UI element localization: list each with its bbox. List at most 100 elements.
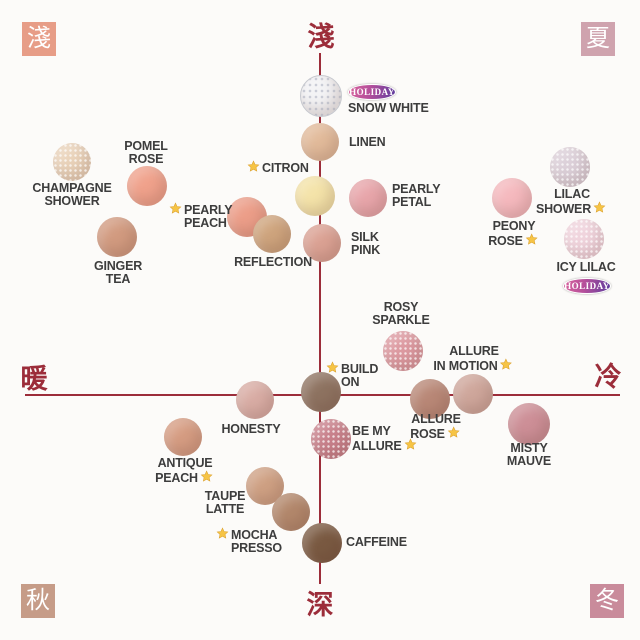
label-line: SHOWER <box>536 201 608 216</box>
label-line: ON <box>341 375 360 389</box>
swatch-icy-lilac <box>564 219 604 259</box>
label-line: MOCHA <box>214 527 282 542</box>
swatch-pomel-rose <box>127 166 167 206</box>
label-line: PETAL <box>392 195 432 209</box>
label-line: CAFFEINE <box>346 535 407 549</box>
label-line: BE MY <box>352 424 391 438</box>
label-line: PEARLY <box>392 182 441 196</box>
label-line: TAUPE <box>204 489 246 503</box>
holiday-badge: HOLIDAY <box>563 278 611 294</box>
label-line: ALLURE <box>411 412 461 426</box>
label-linen: LINEN <box>349 136 386 149</box>
label-line: ROSE <box>488 233 540 248</box>
label-honesty: HONESTY <box>221 423 280 436</box>
label-line: LILAC <box>554 187 590 201</box>
label-reflection: REFLECTION <box>234 256 312 269</box>
label-citron: CITRON <box>245 160 309 175</box>
swatch-be-my-allure <box>311 419 351 459</box>
holiday-badge: HOLIDAY <box>348 84 396 100</box>
label-line: ALLURE <box>352 438 419 453</box>
axis-label-right-cool: 冷 <box>594 362 622 392</box>
star-icon <box>326 361 339 373</box>
label-lilac-shower: LILAC SHOWER <box>536 188 608 216</box>
label-line: ROSE <box>410 426 462 441</box>
swatch-caffeine <box>302 523 342 563</box>
swatch-snow-white <box>300 75 342 117</box>
swatch-pearly-petal <box>349 179 387 217</box>
label-line: PEARLY <box>167 202 233 217</box>
star-icon <box>404 438 416 450</box>
swatch-citron <box>295 176 335 216</box>
label-line: ROSY <box>383 300 419 314</box>
label-mocha-presso: MOCHA PRESSO <box>214 527 282 555</box>
label-line: MISTY <box>510 441 548 455</box>
star-icon <box>169 202 182 214</box>
swatch-linen <box>301 123 339 161</box>
label-line: CITRON <box>245 160 309 175</box>
label-allure-in-motion: ALLURE IN MOTION <box>433 345 514 373</box>
label-line: IN MOTION <box>433 358 514 373</box>
label-line: PEACH <box>184 216 227 230</box>
label-ginger-tea: GINGER TEA <box>94 260 142 286</box>
label-line: ANTIQUE <box>157 456 213 470</box>
label-line: BUILD <box>324 361 378 376</box>
swatch-honesty <box>236 381 274 419</box>
vertical-axis-line <box>319 53 321 584</box>
corner-badge-winter: 冬 <box>590 584 624 618</box>
star-icon <box>593 201 606 213</box>
label-line: GINGER <box>93 259 143 273</box>
swatch-silk-pink <box>303 224 341 262</box>
star-icon <box>216 527 229 539</box>
label-line: HONESTY <box>221 422 281 436</box>
star-icon <box>247 160 260 172</box>
label-rosy-sparkle: ROSY SPARKLE <box>372 300 430 327</box>
label-line: PINK <box>351 243 381 257</box>
corner-badge-summer: 夏 <box>581 22 615 56</box>
axis-label-left-warm: 暖 <box>20 364 48 394</box>
label-caffeine: CAFFEINE <box>346 536 407 549</box>
label-line: PEACH <box>155 470 215 485</box>
swatch-antique-peach <box>164 418 202 456</box>
label-line: PRESSO <box>231 541 282 555</box>
label-pearly-peach: PEARLY PEACH <box>167 202 233 230</box>
swatch-lilac-shower <box>550 147 590 187</box>
axis-label-bottom-dark: 深 <box>306 590 334 620</box>
star-icon <box>525 233 538 245</box>
label-line: PEONY <box>492 219 536 233</box>
label-icy-lilac: ICY LILAC <box>556 261 615 274</box>
swatch-ginger-tea <box>97 217 137 257</box>
star-icon <box>447 426 460 438</box>
swatch-allure-in-motion <box>453 374 493 414</box>
label-line: LINEN <box>349 135 386 149</box>
label-line: ALLURE <box>449 344 499 358</box>
label-champagne-shower: CHAMPAGNE SHOWER <box>32 182 111 208</box>
label-taupe-latte: TAUPE LATTE <box>204 489 246 516</box>
label-line: POMEL <box>124 139 168 153</box>
label-snow-white: SNOW WHITE <box>348 102 429 115</box>
label-line: LATTE <box>205 502 245 516</box>
label-line: ROSE <box>128 152 164 166</box>
label-line: REFLECTION <box>234 255 312 269</box>
swatch-build-on <box>301 372 341 412</box>
swatch-rosy-sparkle <box>383 331 423 371</box>
label-antique-peach: ANTIQUE PEACH <box>155 457 215 485</box>
swatch-allure-rose <box>410 379 450 419</box>
label-be-my-allure: BE MY ALLURE <box>352 425 419 453</box>
label-silk-pink: SILK PINK <box>351 231 380 257</box>
label-line: SNOW WHITE <box>348 101 429 115</box>
label-build-on: BUILD ON <box>324 361 378 389</box>
swatch-misty-mauve <box>508 403 550 445</box>
label-line: MAUVE <box>506 454 552 468</box>
label-line: SPARKLE <box>372 313 430 327</box>
label-line: CHAMPAGNE <box>32 181 112 195</box>
label-pomel-rose: POMEL ROSE <box>124 139 168 166</box>
label-line: SHOWER <box>44 194 100 208</box>
label-line: ICY LILAC <box>556 260 616 274</box>
corner-badge-light: 淺 <box>22 22 56 56</box>
label-allure-rose: ALLURE ROSE <box>410 413 462 441</box>
label-line: SILK <box>351 230 379 244</box>
label-pearly-petal: PEARLY PETAL <box>392 182 441 209</box>
swatch-mocha-presso <box>272 493 310 531</box>
swatch-champagne-shower <box>53 143 91 181</box>
corner-badge-autumn: 秋 <box>21 584 55 618</box>
